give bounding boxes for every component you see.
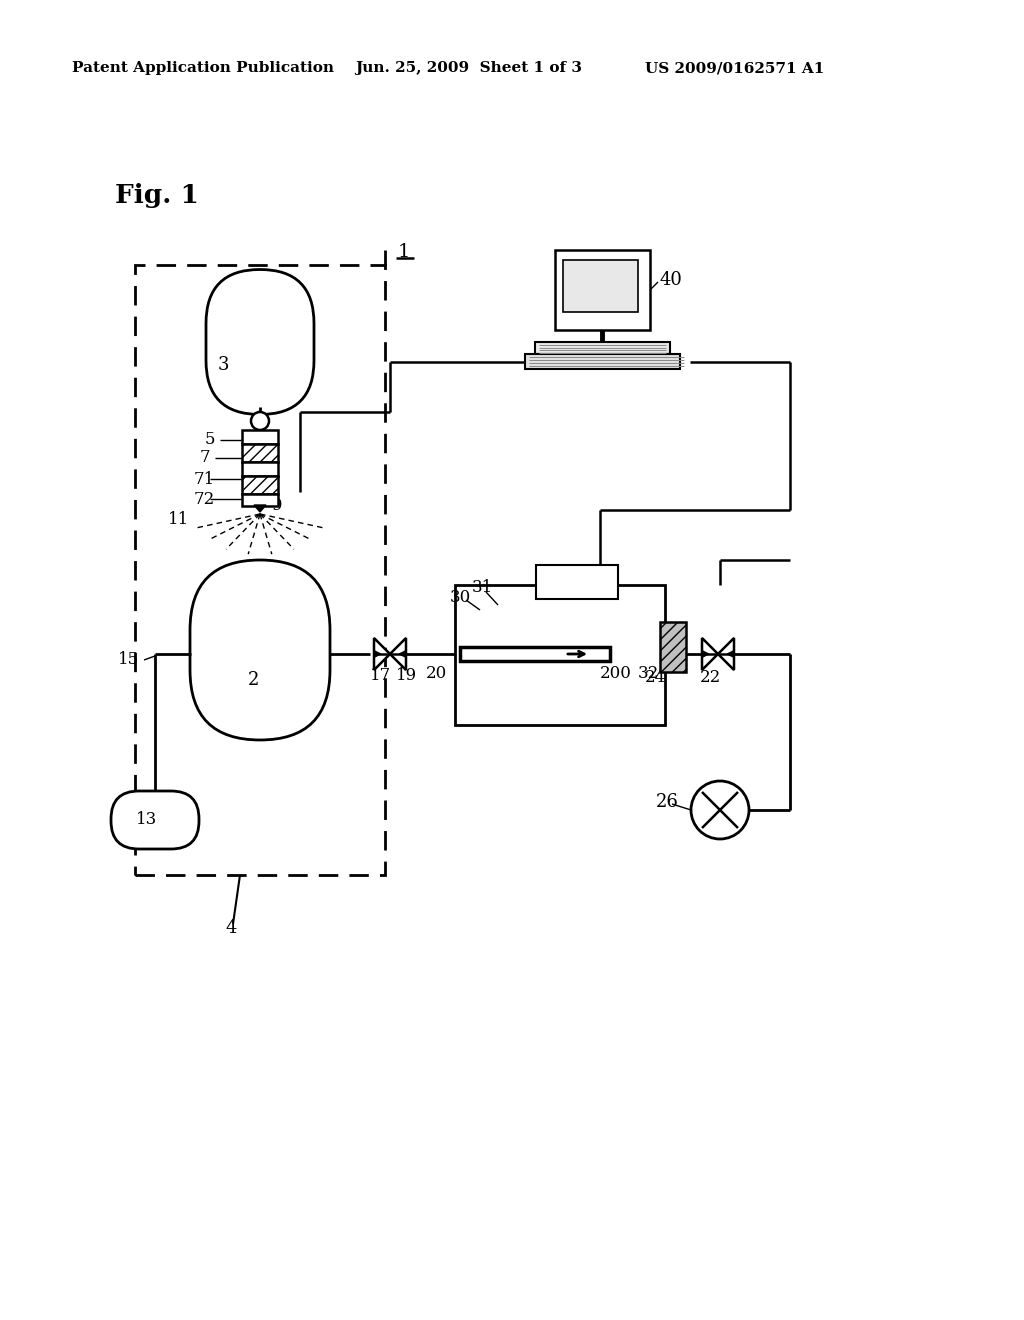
Text: 200: 200 (600, 664, 632, 681)
Text: 15: 15 (118, 652, 139, 668)
Text: 32: 32 (638, 664, 659, 681)
Text: 1: 1 (398, 243, 411, 261)
Text: 3: 3 (218, 356, 229, 374)
Text: 11: 11 (168, 511, 189, 528)
Bar (135, 265, 385, 875)
FancyBboxPatch shape (190, 560, 330, 741)
Polygon shape (374, 638, 390, 671)
Bar (460, 647, 610, 661)
Ellipse shape (691, 781, 749, 840)
Text: 19: 19 (396, 668, 417, 685)
Text: 7: 7 (200, 450, 211, 466)
Bar (563, 260, 638, 312)
Text: 4: 4 (225, 919, 237, 937)
Text: 30: 30 (450, 590, 471, 606)
Bar (535, 342, 670, 354)
Text: Patent Application Publication: Patent Application Publication (72, 61, 334, 75)
Text: US 2009/0162571 A1: US 2009/0162571 A1 (645, 61, 824, 75)
Bar (455, 585, 665, 725)
Text: 17: 17 (370, 668, 391, 685)
Text: 26: 26 (656, 793, 679, 810)
Bar (660, 622, 686, 672)
Text: 72: 72 (194, 491, 215, 507)
Bar (536, 565, 618, 599)
Bar (242, 477, 278, 494)
Text: 40: 40 (660, 271, 683, 289)
Bar (242, 430, 278, 444)
FancyBboxPatch shape (111, 791, 199, 849)
Text: Jun. 25, 2009  Sheet 1 of 3: Jun. 25, 2009 Sheet 1 of 3 (355, 61, 582, 75)
Text: 24: 24 (645, 669, 667, 686)
Bar (525, 354, 680, 370)
Polygon shape (702, 638, 718, 671)
Polygon shape (254, 506, 266, 512)
Text: 22: 22 (700, 669, 721, 686)
Text: 21: 21 (566, 573, 588, 590)
Text: Fig. 1: Fig. 1 (115, 182, 199, 207)
Text: 9: 9 (272, 498, 283, 515)
Bar (242, 444, 278, 462)
Ellipse shape (251, 412, 269, 430)
Text: 31: 31 (472, 579, 494, 597)
Bar (242, 462, 278, 477)
Text: 71: 71 (194, 470, 215, 487)
Polygon shape (718, 638, 734, 671)
Text: 5: 5 (205, 432, 215, 449)
Text: 2: 2 (248, 671, 259, 689)
Bar (242, 494, 278, 506)
Text: 20: 20 (426, 664, 447, 681)
Text: 13: 13 (136, 812, 158, 829)
Bar (555, 249, 650, 330)
FancyBboxPatch shape (206, 269, 314, 414)
Polygon shape (390, 638, 406, 671)
